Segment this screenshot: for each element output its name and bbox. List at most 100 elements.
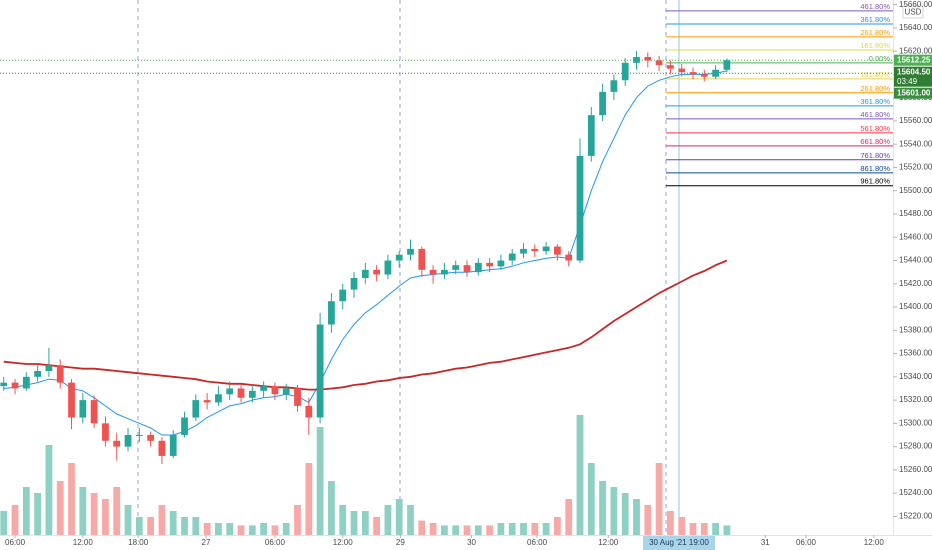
volume-bar [429,523,437,535]
x-tick-label: 06:00 [5,538,26,547]
y-tick-label: 15240.00 [899,488,932,497]
price-tag-label: 15604.50 [897,67,931,76]
volume-bar [689,523,697,535]
volume-bar [644,505,652,535]
fib-label: 0.00% [869,54,891,63]
volume-bar [418,520,426,535]
candle-body [531,248,539,252]
candle-body [655,60,663,66]
candle-body [576,155,584,261]
volume-bar [565,499,573,535]
volume-bar [633,499,640,535]
candle-body [11,382,19,389]
volume-bar [237,525,245,535]
volume-bar [22,487,30,535]
candle-body [463,265,471,273]
candle-body [373,269,381,275]
y-tick-label: 15480.00 [899,209,932,218]
price-tag-label: 15612.25 [897,55,931,64]
candle-body [350,277,358,290]
price-tag [894,54,932,66]
volume-bar [554,517,561,535]
candle-body [294,388,301,406]
y-tick-label: 15420.00 [899,279,932,288]
volume-bar [667,511,674,535]
volume-bar [441,525,448,535]
y-tick-label: 15380.00 [899,325,932,334]
candle-body [542,246,550,252]
fib-label: 961.80% [860,177,890,186]
x-tick-label: 29 [396,538,405,547]
candle-body [237,388,245,398]
volume-bar [260,523,268,535]
candle-body [316,324,324,418]
volume-bar [79,487,87,535]
price-tag-label: 15601.00 [897,88,931,97]
y-tick-label: 15400.00 [899,302,932,311]
candle-body [441,269,448,275]
candle-body [486,262,493,267]
y-tick-label: 15640.00 [899,23,932,32]
fib-label: 361.80% [860,15,890,24]
y-tick-label: 15440.00 [899,256,932,265]
volume-bar [723,525,731,535]
candle-body [418,248,426,270]
y-tick-label: 15280.00 [899,442,932,451]
candle-body [554,246,561,255]
volume-bar [497,523,505,535]
volume-bar [576,415,584,535]
y-tick-label: 15360.00 [899,349,932,358]
candle-body [361,269,369,278]
candle-body [565,254,573,261]
candle-body [723,60,731,70]
fib-label: 261.80% [860,28,890,37]
x-tick-label: 12:00 [598,538,619,547]
candle-body [271,386,279,395]
volume-bar [135,517,143,535]
fib-label: 861.80% [860,164,890,173]
candle-body [339,289,347,302]
candle-body [102,423,109,441]
volume-bar [678,517,686,535]
moving-average [3,70,728,436]
volume-bar [486,525,493,535]
volume-bar [113,487,121,535]
currency-box[interactable] [902,5,924,19]
x-tick-label: 12:00 [864,538,885,547]
volume-bar [316,427,324,535]
y-tick-label: 15220.00 [899,512,932,521]
volume-bar [373,517,381,535]
fib-label: 561.80% [860,124,890,133]
candle-body [147,434,155,441]
volume-bar [181,517,188,535]
volume-bar [407,505,414,535]
x-tick-label: 30 [467,538,476,547]
fib-label: 461.80% [860,110,890,119]
candle-body [79,400,87,418]
candle-body [678,68,686,73]
candle-body [203,400,211,403]
candle-body [34,371,42,377]
candle-body [260,386,268,391]
candle-body [248,390,256,398]
y-tick-label: 15300.00 [899,418,932,427]
candle-body [45,365,53,372]
candle-body [181,417,188,435]
x-tick-label: 06:00 [796,538,817,547]
volume-bar [147,517,155,535]
candle-body [667,65,674,69]
candle-body [644,56,652,61]
fib-label: 761.80% [860,151,890,160]
candle-body [56,365,64,383]
y-tick-label: 15260.00 [899,465,932,474]
candle-body [328,301,335,325]
volume-bar [655,463,663,535]
volume-bar [531,523,539,535]
candle-body [395,254,403,261]
fib-label: 461.80% [860,2,890,11]
volume-bar [282,523,290,535]
y-tick-label: 15520.00 [899,163,932,172]
volume-bar [294,505,301,535]
